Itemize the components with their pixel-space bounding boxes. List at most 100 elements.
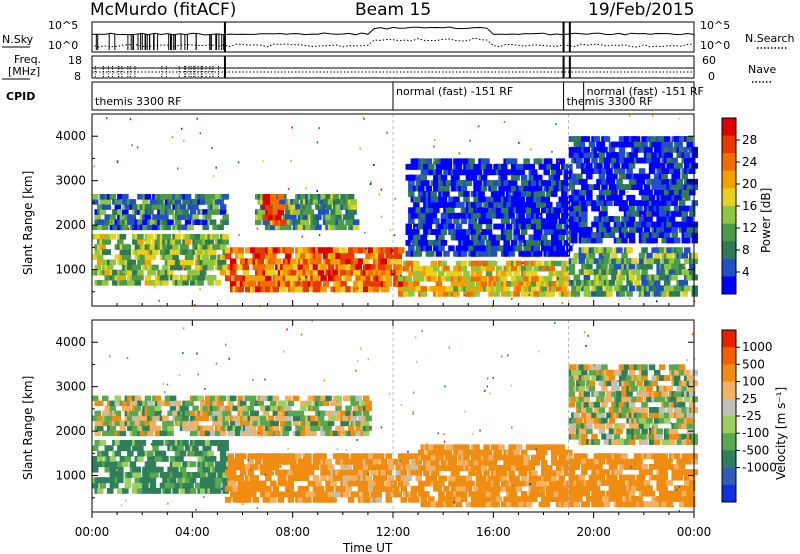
heatmap-cell [663, 232, 671, 238]
heatmap-cell [117, 209, 124, 215]
heatmap-cell [601, 274, 608, 281]
heatmap-cell [581, 252, 588, 259]
heatmap-cell [596, 178, 603, 185]
heatmap-cell [563, 270, 571, 277]
heatmap-cell [608, 178, 616, 185]
heatmap-cell [315, 496, 322, 503]
heatmap-cell [651, 184, 658, 190]
heatmap-cell [485, 218, 493, 225]
heatmap-cell [611, 464, 618, 470]
heatmap-cell [430, 475, 438, 482]
heatmap-cell [359, 147, 361, 150]
heatmap-cell [438, 234, 445, 241]
heatmap-cell [317, 400, 325, 407]
heatmap-cell [110, 221, 113, 224]
heatmap-cell [280, 420, 287, 427]
heatmap-cell [673, 189, 681, 196]
heatmap-cell [134, 466, 142, 473]
heatmap-cell [320, 194, 327, 200]
heatmap-cell [495, 496, 503, 502]
heatmap-cell [691, 453, 698, 460]
heatmap-cell [219, 461, 227, 468]
heatmap-cell [643, 226, 651, 233]
heatmap-cell [219, 269, 227, 276]
heatmap-cell [335, 400, 342, 407]
heatmap-cell [661, 474, 668, 481]
heatmap-cell [683, 197, 685, 200]
heatmap-cell [603, 258, 611, 265]
heatmap-cell [480, 465, 488, 471]
heatmap-cell [593, 439, 601, 445]
heatmap-cell [428, 449, 435, 456]
heatmap-cell [591, 490, 598, 497]
heatmap-cell [408, 245, 415, 252]
heatmap-cell [435, 485, 443, 492]
heatmap-cell [571, 364, 578, 371]
heatmap-cell [531, 286, 538, 292]
heatmap-cell [134, 472, 142, 478]
heatmap-cell [628, 480, 636, 486]
heatmap-cell [450, 281, 458, 287]
heatmap-cell [558, 218, 565, 225]
colorbar-swatch [722, 241, 736, 260]
heatmap-cell [626, 247, 633, 254]
heatmap-cell [322, 280, 330, 287]
heatmap-cell [573, 412, 581, 419]
heatmap-cell [551, 470, 558, 477]
heatmap-cell [653, 162, 661, 169]
heatmap-cell [184, 488, 192, 494]
heatmap-cell [460, 485, 468, 492]
heatmap-cell [270, 269, 277, 276]
heatmap-cell [214, 482, 222, 489]
heatmap-cell [340, 410, 347, 417]
heatmap-cell [398, 247, 405, 254]
heatmap-cell [415, 458, 423, 465]
heatmap-cell [593, 184, 601, 190]
heatmap-cell [591, 480, 598, 486]
heatmap-cell [207, 450, 214, 457]
heatmap-cell [636, 226, 643, 233]
heatmap-cell [365, 415, 372, 422]
heatmap-cell [240, 420, 247, 427]
heatmap-cell [219, 259, 227, 266]
heatmap-cell [287, 496, 295, 503]
heatmap-cell [132, 226, 134, 229]
heatmap-cell [149, 269, 157, 276]
heatmap-cell [247, 430, 254, 437]
heatmap-cell [335, 275, 342, 282]
heatmap-cell [315, 491, 322, 498]
heatmap-cell [222, 477, 229, 484]
heatmap-cell [648, 213, 650, 216]
heatmap-cell [104, 234, 111, 240]
heatmap-cell [295, 280, 302, 287]
heatmap-cell [222, 445, 229, 452]
heatmap-cell [199, 488, 207, 494]
heatmap-cell [270, 258, 277, 265]
heatmap-cell [265, 420, 272, 427]
heatmap-cell [149, 199, 157, 205]
heatmap-cell [365, 475, 372, 481]
heatmap-cell [485, 196, 493, 203]
heatmap-cell [463, 444, 470, 451]
heatmap-cell [608, 232, 616, 238]
heatmap-cell [593, 136, 601, 142]
heatmap-cell [365, 247, 367, 250]
heatmap-cell [97, 450, 104, 457]
heatmap-cell [681, 269, 684, 272]
heatmap-cell [245, 395, 252, 402]
heatmap-cell [588, 369, 596, 376]
heatmap-cell [137, 234, 144, 240]
heatmap-cell [127, 425, 134, 432]
heatmap-cell [235, 415, 242, 422]
heatmap-cell [475, 229, 483, 235]
heatmap-cell [230, 430, 237, 437]
heatmap-cell [169, 264, 177, 271]
heatmap-cell [235, 275, 242, 282]
heatmap-cell [438, 163, 445, 170]
heatmap-cell [576, 458, 583, 465]
heatmap-cell [636, 184, 643, 190]
heatmap-cell [495, 234, 503, 241]
heatmap-cell [97, 400, 104, 407]
heatmap-cell [147, 450, 154, 457]
heatmap-cell [490, 169, 498, 176]
